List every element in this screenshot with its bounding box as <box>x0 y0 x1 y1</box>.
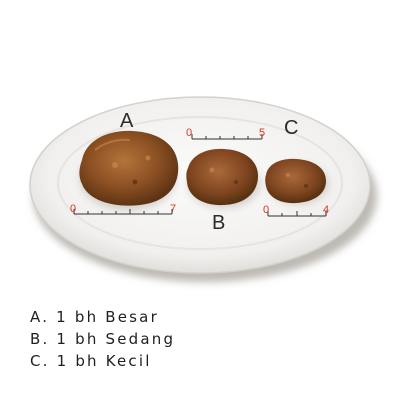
ruler-c-start: 0 <box>263 204 269 216</box>
plate-rim <box>57 116 343 250</box>
portion-legend: A. 1 bh Besar B. 1 bh Sedang C. 1 bh Kec… <box>30 306 175 372</box>
food-photo: A B C 0 7 0 5 <box>29 96 377 282</box>
fritter-medium <box>186 148 260 208</box>
ruler-b-start: 0 <box>186 127 192 139</box>
plate-label-a: A <box>120 110 134 132</box>
legend-item-medium: B. 1 bh Sedang <box>30 330 176 348</box>
ruler-a-start: 0 <box>70 203 76 215</box>
ruler-c: 0 4 <box>263 204 329 217</box>
legend-item-large: A. 1 bh Besar <box>30 308 159 326</box>
ruler-b: 0 5 <box>186 127 265 140</box>
ruler-c-end: 4 <box>323 204 329 216</box>
ruler-a: 0 7 <box>70 203 176 215</box>
ruler-a-end: 7 <box>170 203 176 215</box>
plate-label-c: C <box>284 117 298 139</box>
plate-label-b: B <box>212 212 225 234</box>
fritter-large <box>79 130 179 210</box>
legend-item-small: C. 1 bh Kecil <box>30 352 152 370</box>
ruler-b-end: 5 <box>259 127 265 139</box>
plate-scene: A B C 0 7 0 5 <box>29 96 377 282</box>
fritter-small <box>265 158 328 204</box>
